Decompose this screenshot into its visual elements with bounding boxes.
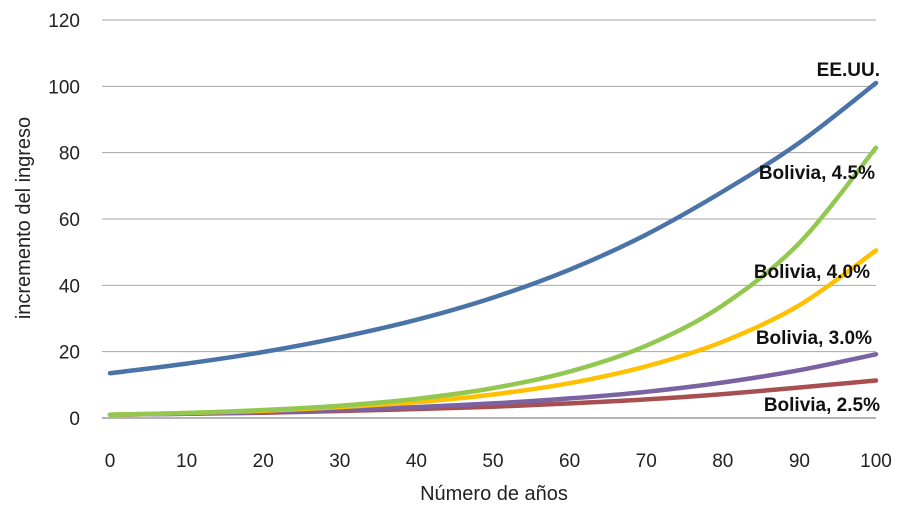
x-axis-title: Número de años bbox=[420, 483, 568, 505]
x-tick-label: 20 bbox=[253, 451, 274, 472]
series-labels: EE.UU. Bolivia, 4.5% Bolivia, 4.0% Bolivia,… bbox=[754, 60, 880, 416]
y-tick-label: 100 bbox=[48, 77, 80, 98]
series-line-bolivia-4-5 bbox=[107, 145, 879, 417]
series-lines bbox=[107, 80, 879, 417]
y-tick-label: 60 bbox=[59, 210, 80, 231]
gridlines bbox=[102, 19, 876, 419]
y-tick-label: 40 bbox=[59, 276, 80, 297]
y-axis-title: incremento del ingreso bbox=[13, 117, 35, 319]
y-tick-label: 80 bbox=[59, 144, 80, 165]
series-label: Bolivia, 2.5% bbox=[764, 395, 880, 416]
series-line-bolivia-3-0 bbox=[107, 352, 879, 417]
series-line-ee-uu bbox=[107, 80, 879, 376]
y-tick-label: 20 bbox=[59, 343, 80, 364]
y-tick-label: 0 bbox=[69, 409, 80, 430]
x-tick-label: 0 bbox=[105, 451, 116, 472]
x-tick-label: 70 bbox=[636, 451, 657, 472]
x-axis-ticks: 0 10 20 30 40 50 60 70 80 90 100 bbox=[105, 451, 892, 472]
series-label: Bolivia, 4.0% bbox=[754, 262, 870, 283]
x-tick-label: 10 bbox=[176, 451, 197, 472]
y-axis-ticks: 0 20 40 60 80 100 120 bbox=[48, 11, 80, 430]
x-tick-label: 90 bbox=[789, 451, 810, 472]
x-tick-label: 40 bbox=[406, 451, 427, 472]
x-tick-label: 30 bbox=[329, 451, 350, 472]
x-tick-label: 50 bbox=[482, 451, 503, 472]
x-tick-label: 80 bbox=[712, 451, 733, 472]
y-tick-label: 120 bbox=[48, 11, 80, 32]
series-label: Bolivia, 3.0% bbox=[756, 328, 872, 349]
series-label: Bolivia, 4.5% bbox=[759, 163, 875, 184]
x-tick-label: 100 bbox=[860, 451, 892, 472]
x-tick-label: 60 bbox=[559, 451, 580, 472]
series-label: EE.UU. bbox=[817, 60, 880, 81]
